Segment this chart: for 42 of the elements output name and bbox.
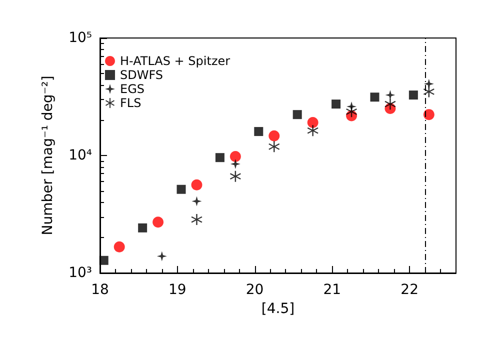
x-tick-label: 21 (323, 282, 342, 298)
x-tick-label: 18 (91, 282, 109, 298)
y-tick-label: 10⁴ (68, 148, 92, 164)
point (268, 130, 280, 142)
x-axis-title: [4.5] (261, 300, 295, 317)
x-tick-label: 22 (400, 282, 418, 298)
point (385, 90, 396, 100)
point (346, 106, 358, 118)
y-tick-label: 10³ (68, 265, 92, 281)
point (138, 223, 148, 232)
legend-label: FLS (120, 96, 142, 110)
legend-label: H-ATLAS + Spitzer (120, 54, 230, 68)
legend-label: SDWFS (120, 68, 164, 82)
point (191, 179, 202, 190)
point (230, 159, 240, 170)
x-tick-label: 19 (168, 282, 186, 298)
point (332, 100, 341, 109)
y-tick-label: 10⁵ (68, 30, 92, 46)
point (423, 86, 434, 98)
point (384, 98, 396, 110)
point (423, 109, 434, 120)
point (254, 127, 264, 136)
point (191, 214, 202, 226)
legend-label: EGS (120, 82, 144, 96)
point (230, 170, 241, 182)
point (114, 241, 125, 252)
point (370, 92, 380, 102)
point (176, 184, 186, 194)
point (192, 196, 202, 206)
point (230, 151, 241, 162)
point (307, 125, 318, 136)
x-tick-label: 20 (246, 282, 264, 298)
point (152, 216, 164, 228)
point (292, 110, 302, 120)
point (424, 78, 434, 89)
point (215, 153, 224, 162)
point (99, 256, 108, 265)
point (307, 116, 318, 128)
point (408, 90, 418, 100)
y-axis-title: Number [mag⁻¹ deg⁻²] (40, 76, 56, 236)
point (156, 251, 167, 262)
point (268, 141, 280, 152)
